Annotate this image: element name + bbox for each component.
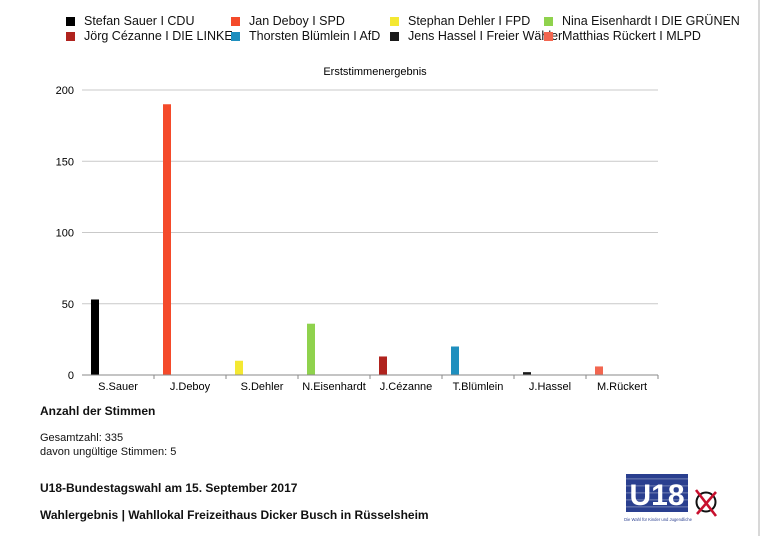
- legend-item: Stefan Sauer I CDU: [66, 14, 194, 28]
- bar: [451, 346, 459, 375]
- y-tick-label: 0: [68, 370, 74, 382]
- x-tick-label: J.Cézanne: [380, 381, 433, 393]
- invalid-votes: davon ungültige Stimmen: 5: [40, 446, 177, 458]
- legend-swatch: [66, 16, 75, 26]
- bar: [379, 356, 387, 375]
- grid-lines: [82, 89, 658, 305]
- u18-logo: U18 Die Wahl für Kinder und Jugendliche: [624, 474, 718, 522]
- logo-stripe: [626, 478, 688, 480]
- legend-swatch: [390, 16, 399, 26]
- bar: [595, 366, 603, 375]
- legend-label: Jens Hassel I Freier Wähler: [408, 29, 563, 43]
- x-tick-label: N.Eisenhardt: [302, 381, 366, 393]
- logo-cross-stroke: [696, 491, 717, 515]
- legend-item: Matthias Rückert I MLPD: [544, 29, 701, 43]
- x-tick-label: J.Deboy: [170, 381, 211, 393]
- legend-swatch: [66, 31, 75, 41]
- legend-swatch: [544, 16, 553, 26]
- location-title: Wahlergebnis | Wahllokal Freizeithaus Di…: [40, 508, 429, 522]
- x-tick-label: S.Sauer: [98, 381, 138, 393]
- x-tick-label: J.Hassel: [529, 381, 571, 393]
- bar: [523, 372, 531, 375]
- bar: [307, 323, 315, 375]
- y-tick-label: 50: [62, 299, 74, 311]
- logo-stripe: [626, 492, 688, 494]
- logo-tagline: Die Wahl für Kinder und Jugendliche: [624, 517, 692, 522]
- bar: [91, 299, 99, 375]
- legend-swatch: [231, 31, 240, 41]
- legend-item: Nina Eisenhardt I DIE GRÜNEN: [544, 14, 740, 28]
- x-tick-label: T.Blümlein: [453, 381, 504, 393]
- bar: [163, 104, 171, 375]
- legend-label: Stefan Sauer I CDU: [84, 14, 195, 28]
- legend-swatch: [544, 31, 553, 41]
- legend-swatch: [390, 31, 399, 41]
- chart-title: Erststimmenergebnis: [323, 66, 427, 78]
- legend-label: Thorsten Blümlein I AfD: [249, 29, 381, 43]
- bar-chart: Erststimmenergebnis 0 50 100 150 200 S.Sauer J…: [56, 66, 659, 393]
- y-tick-label: 200: [56, 85, 74, 97]
- x-tick-label: M.Rückert: [597, 381, 647, 393]
- legend-label: Stephan Dehler I FPD: [408, 14, 531, 28]
- y-tick-label: 100: [56, 228, 74, 240]
- legend-item: Thorsten Blümlein I AfD: [231, 29, 380, 43]
- tick-labels: 0 50 100 150 200 S.Sauer J.Deboy S.Dehler N.Eise…: [56, 85, 647, 393]
- legend-label: Matthias Rückert I MLPD: [562, 29, 701, 43]
- logo-box: [626, 474, 688, 512]
- legend-item: Jörg Cézanne I DIE LINKE: [66, 29, 233, 43]
- logo-stripe: [626, 485, 688, 487]
- logo-text: U18: [629, 479, 684, 512]
- bars: [91, 104, 603, 375]
- y-tick-label: 150: [56, 156, 74, 168]
- legend-label: Nina Eisenhardt I DIE GRÜNEN: [562, 14, 740, 28]
- legend-label: Jörg Cézanne I DIE LINKE: [84, 29, 233, 43]
- logo-ballot-circle: [695, 491, 717, 513]
- legend-label: Jan Deboy I SPD: [249, 14, 345, 28]
- legend-swatch: [231, 16, 240, 26]
- logo-stripe: [626, 506, 688, 508]
- total-votes: Gesamtzahl: 335: [40, 432, 124, 444]
- logo-stripes: [626, 478, 688, 508]
- legend-item: Stephan Dehler I FPD: [390, 14, 530, 28]
- summary-heading: Anzahl der Stimmen: [40, 404, 156, 418]
- logo-stripe: [626, 499, 688, 501]
- x-tick-label: S.Dehler: [241, 381, 284, 393]
- election-title: U18-Bundestagswahl am 15. September 2017: [40, 481, 298, 495]
- page-edge: [758, 0, 760, 536]
- bar: [235, 360, 243, 375]
- legend-item: Jens Hassel I Freier Wähler: [390, 29, 562, 43]
- axes: [82, 374, 659, 379]
- legend-item: Jan Deboy I SPD: [231, 14, 345, 28]
